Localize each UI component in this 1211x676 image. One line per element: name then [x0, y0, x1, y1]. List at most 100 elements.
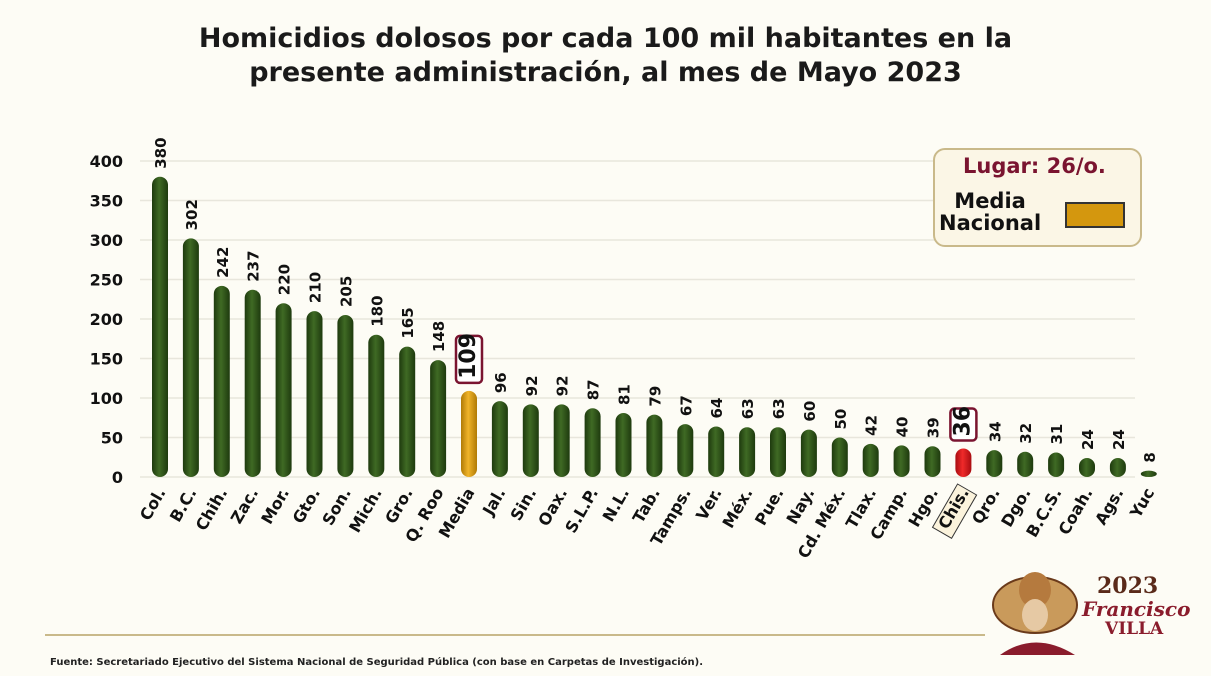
- x-tick-label: Yuc: [1126, 485, 1159, 522]
- bar-Pue.: [770, 427, 786, 477]
- bar-S.L.P.: [584, 408, 601, 477]
- logo-surname: VILLA: [1105, 619, 1164, 639]
- francisco-villa-logo: [992, 572, 1078, 655]
- bar-Gto.: [306, 311, 323, 477]
- value-label: 87: [585, 379, 603, 400]
- rank-label: Lugar: 26/o.: [963, 154, 1106, 178]
- legend-swatch: [1065, 202, 1125, 228]
- footer-divider: [45, 634, 985, 636]
- value-label: 8: [1141, 452, 1159, 462]
- value-label-box: [949, 407, 978, 442]
- bar-Tlax.: [862, 443, 879, 477]
- value-label: 220: [276, 264, 294, 295]
- x-tick-label: Gto.: [289, 485, 324, 527]
- bar-Gro.: [399, 346, 416, 477]
- value-label: 148: [430, 321, 448, 352]
- bar-Hgo.: [924, 446, 941, 477]
- legend-label-line-1: Media: [954, 189, 1026, 213]
- value-label: 24: [1079, 429, 1097, 450]
- logo-year: 2023: [1097, 573, 1159, 599]
- value-label: 237: [245, 250, 263, 281]
- x-tick-label: Col.: [136, 485, 170, 524]
- value-label: 39: [925, 417, 943, 438]
- bar-Media: [461, 390, 477, 477]
- bar-Camp.: [893, 445, 910, 477]
- bar-B.C.: [182, 238, 199, 477]
- value-label: 31: [1048, 424, 1066, 445]
- bar-B.C.S.: [1048, 452, 1065, 477]
- value-label: 210: [307, 272, 325, 303]
- value-label: 109: [456, 333, 481, 379]
- y-tick-label: 400: [90, 152, 123, 171]
- x-tick-label: Méx.: [719, 485, 757, 532]
- value-label: 302: [183, 199, 201, 230]
- value-label: 242: [214, 247, 232, 278]
- bar-Dgo.: [1017, 451, 1034, 477]
- x-tick-label: Chih.: [192, 485, 232, 534]
- legend-label-line-2: Nacional: [939, 211, 1042, 235]
- bar-Yuc: [1140, 470, 1157, 477]
- value-label: 32: [1017, 423, 1035, 444]
- y-tick-label: 250: [90, 271, 123, 290]
- bar-Col.: [152, 176, 168, 478]
- value-label: 380: [152, 137, 170, 168]
- y-tick-label: 200: [90, 310, 123, 329]
- source-note: Fuente: Secretariado Ejecutivo del Siste…: [50, 657, 704, 668]
- value-label: 205: [337, 276, 355, 307]
- value-label: 34: [986, 421, 1004, 442]
- value-label: 64: [708, 398, 726, 419]
- value-label: 36: [950, 406, 975, 437]
- value-label: 67: [677, 395, 695, 416]
- x-tick-label: N.L.: [599, 485, 633, 525]
- x-tick-label: Zac.: [227, 485, 262, 527]
- title-line-1: Homicidios dolosos por cada 100 mil habi…: [198, 23, 1013, 54]
- y-tick-label: 300: [90, 231, 123, 250]
- value-label: 40: [894, 417, 912, 438]
- bar-Oax.: [553, 404, 570, 477]
- y-tick-label: 350: [90, 192, 123, 211]
- bar-Ver.: [708, 426, 725, 477]
- value-label: 60: [801, 401, 819, 422]
- bar-Son.: [337, 315, 354, 477]
- bar-Tab.: [646, 414, 663, 477]
- title-line-2: presente administración, al mes de Mayo …: [249, 57, 962, 88]
- value-label: 63: [770, 398, 788, 419]
- bar-N.L.: [615, 413, 632, 477]
- value-label: 92: [523, 375, 541, 396]
- x-tick-label: Ags.: [1091, 485, 1127, 529]
- x-label-highlight-box: [931, 483, 978, 539]
- value-label: 42: [863, 415, 881, 436]
- bar-Zac.: [244, 289, 261, 477]
- bar-Chis.: [955, 448, 972, 477]
- bar-Coah.: [1079, 458, 1095, 477]
- value-label: 96: [492, 372, 510, 393]
- bar-Mor.: [275, 303, 292, 477]
- legend-label: Media Nacional: [939, 190, 1041, 234]
- y-tick-label: 0: [112, 468, 123, 487]
- bar-Mich.: [368, 334, 385, 477]
- bar-Q. Roo: [430, 360, 447, 477]
- value-label: 24: [1110, 429, 1128, 450]
- logo-name: Francisco: [1082, 597, 1191, 621]
- value-label: 63: [739, 398, 757, 419]
- bar-Jal.: [491, 401, 508, 477]
- x-tick-label: Pue.: [751, 485, 787, 529]
- y-tick-label: 150: [90, 350, 123, 369]
- bar-Tamps.: [677, 424, 694, 477]
- bar-Sin.: [522, 404, 539, 477]
- bar-Ags.: [1109, 458, 1126, 477]
- legend: Lugar: 26/o. Media Nacional: [933, 148, 1142, 247]
- value-label: 81: [616, 384, 634, 405]
- y-tick-label: 100: [90, 389, 123, 408]
- y-tick-label: 50: [101, 429, 123, 448]
- value-label: 50: [832, 409, 850, 430]
- value-label-box: [454, 334, 484, 385]
- value-label: 165: [399, 307, 417, 338]
- chart-title: Homicidios dolosos por cada 100 mil habi…: [0, 22, 1211, 90]
- x-tick-label: Jal.: [478, 485, 509, 520]
- value-label: 92: [554, 375, 572, 396]
- bar-Chih.: [213, 285, 230, 477]
- bar-Cd. Méx.: [831, 437, 848, 477]
- bar-Méx.: [739, 427, 756, 477]
